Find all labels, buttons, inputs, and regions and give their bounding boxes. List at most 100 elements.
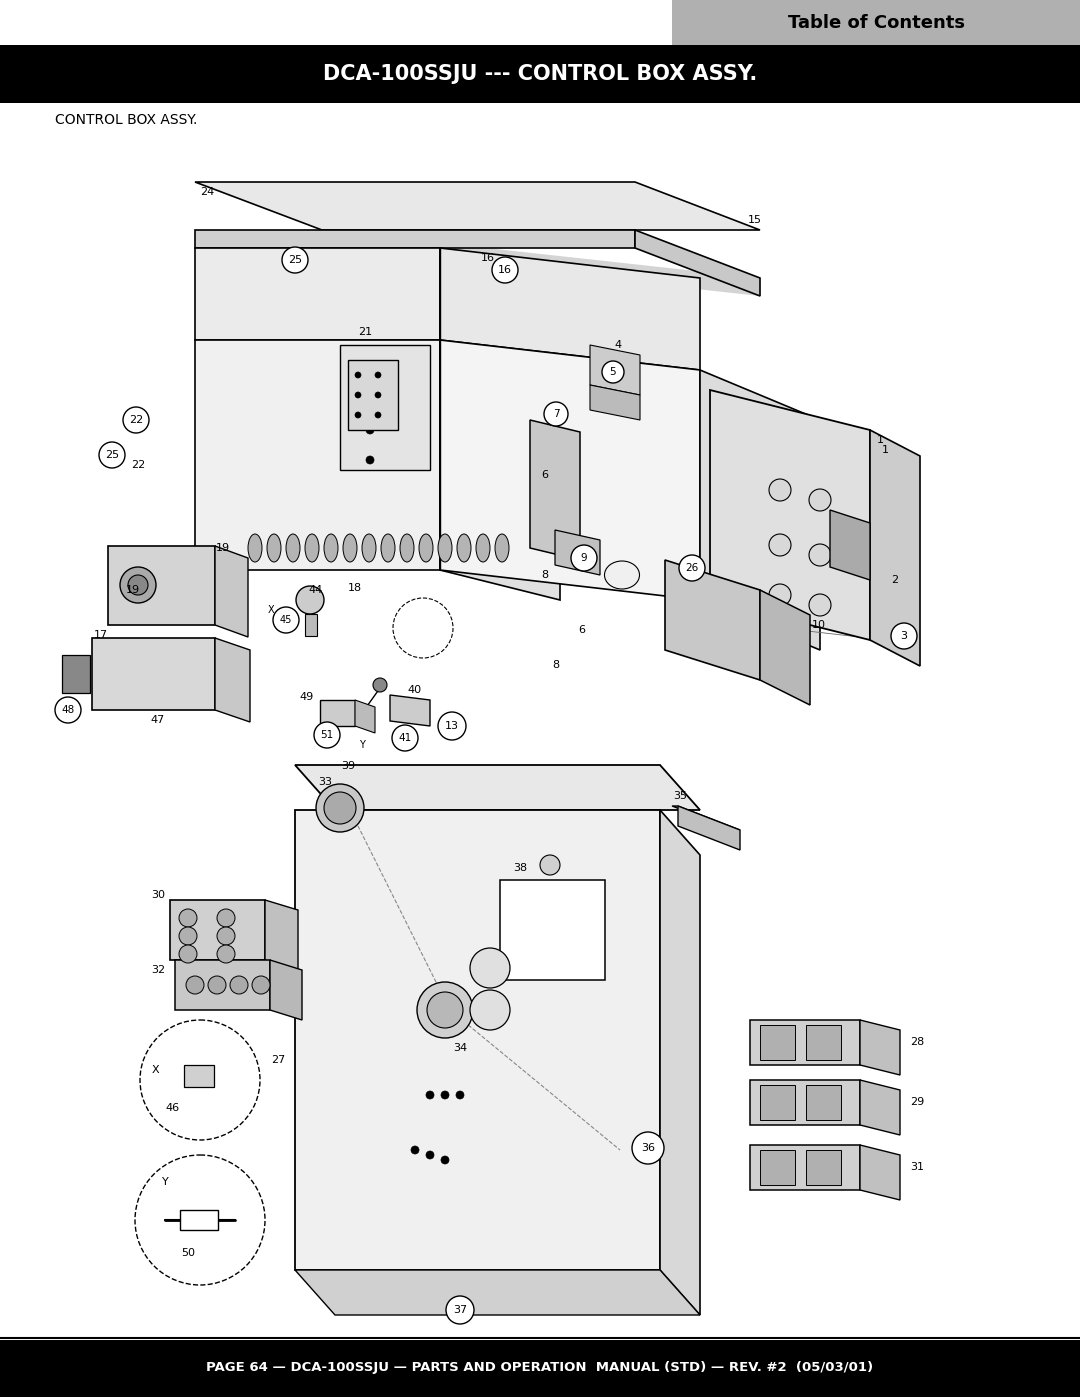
- Ellipse shape: [400, 534, 414, 562]
- Text: 38: 38: [513, 863, 527, 873]
- Circle shape: [355, 412, 361, 418]
- Ellipse shape: [248, 534, 262, 562]
- Bar: [806, 1150, 841, 1185]
- Circle shape: [426, 1151, 434, 1160]
- Polygon shape: [860, 1080, 900, 1134]
- Polygon shape: [750, 1146, 860, 1190]
- Circle shape: [417, 982, 473, 1038]
- Polygon shape: [295, 810, 660, 1270]
- Circle shape: [632, 1132, 664, 1164]
- Circle shape: [355, 393, 361, 398]
- Polygon shape: [355, 700, 375, 733]
- Text: 26: 26: [686, 563, 699, 573]
- Polygon shape: [750, 1080, 860, 1125]
- Circle shape: [544, 402, 568, 426]
- Circle shape: [55, 697, 81, 724]
- Polygon shape: [870, 430, 920, 666]
- Circle shape: [769, 479, 791, 502]
- Circle shape: [809, 543, 831, 566]
- Ellipse shape: [305, 534, 319, 562]
- Polygon shape: [295, 1270, 700, 1315]
- Text: 5: 5: [610, 367, 617, 377]
- Text: 21: 21: [357, 327, 373, 337]
- Circle shape: [427, 992, 463, 1028]
- Text: 2: 2: [891, 576, 899, 585]
- Polygon shape: [215, 546, 248, 637]
- Circle shape: [470, 990, 510, 1030]
- Circle shape: [809, 594, 831, 616]
- Text: 29: 29: [910, 1097, 924, 1106]
- Polygon shape: [555, 529, 600, 576]
- Circle shape: [217, 928, 235, 944]
- Circle shape: [217, 944, 235, 963]
- Circle shape: [273, 608, 299, 633]
- Text: 30: 30: [151, 890, 165, 900]
- Text: 4: 4: [615, 339, 622, 351]
- Bar: [806, 1025, 841, 1060]
- Ellipse shape: [324, 534, 338, 562]
- Polygon shape: [660, 810, 700, 1315]
- Polygon shape: [195, 339, 440, 570]
- Circle shape: [375, 393, 381, 398]
- Circle shape: [99, 441, 125, 468]
- Circle shape: [252, 977, 270, 995]
- Text: 25: 25: [288, 256, 302, 265]
- Circle shape: [470, 949, 510, 988]
- Circle shape: [179, 928, 197, 944]
- Circle shape: [492, 257, 518, 284]
- Text: 32: 32: [151, 965, 165, 975]
- Text: 47: 47: [151, 715, 165, 725]
- Text: 1: 1: [877, 434, 883, 446]
- Circle shape: [230, 977, 248, 995]
- Text: X: X: [268, 605, 274, 615]
- Text: 28: 28: [910, 1037, 924, 1046]
- Text: 25: 25: [105, 450, 119, 460]
- Text: 50: 50: [181, 1248, 195, 1259]
- Circle shape: [179, 944, 197, 963]
- Polygon shape: [590, 386, 640, 420]
- Ellipse shape: [495, 534, 509, 562]
- Polygon shape: [265, 900, 298, 970]
- Bar: [62, 655, 90, 693]
- Polygon shape: [700, 370, 820, 650]
- Circle shape: [366, 426, 374, 434]
- Polygon shape: [440, 249, 700, 370]
- Circle shape: [679, 555, 705, 581]
- Ellipse shape: [267, 534, 281, 562]
- Bar: [500, 880, 605, 981]
- Bar: [184, 1065, 214, 1087]
- Circle shape: [446, 1296, 474, 1324]
- Text: 6: 6: [541, 469, 549, 481]
- Ellipse shape: [286, 534, 300, 562]
- Circle shape: [426, 1091, 434, 1099]
- Circle shape: [769, 584, 791, 606]
- Text: Table of Contents: Table of Contents: [787, 14, 964, 32]
- Polygon shape: [440, 249, 561, 370]
- Text: 22: 22: [129, 415, 144, 425]
- Polygon shape: [175, 960, 270, 1010]
- Circle shape: [179, 909, 197, 928]
- Polygon shape: [320, 700, 355, 726]
- Ellipse shape: [381, 534, 395, 562]
- Text: 17: 17: [94, 630, 108, 640]
- Polygon shape: [590, 345, 640, 395]
- Polygon shape: [390, 694, 430, 726]
- Circle shape: [375, 412, 381, 418]
- Bar: [672, 0, 1080, 45]
- Text: 16: 16: [498, 265, 512, 275]
- Polygon shape: [672, 806, 740, 830]
- Text: DCA-100SSJU --- CONTROL BOX ASSY.: DCA-100SSJU --- CONTROL BOX ASSY.: [323, 64, 757, 84]
- Circle shape: [540, 855, 561, 875]
- Bar: [760, 1025, 795, 1060]
- Polygon shape: [340, 345, 430, 469]
- Polygon shape: [195, 182, 760, 231]
- Polygon shape: [860, 1020, 900, 1076]
- Polygon shape: [665, 560, 760, 680]
- Circle shape: [123, 407, 149, 433]
- Text: 48: 48: [62, 705, 75, 715]
- Ellipse shape: [362, 534, 376, 562]
- Polygon shape: [108, 546, 215, 624]
- Polygon shape: [170, 900, 265, 960]
- Text: 40: 40: [407, 685, 421, 694]
- Circle shape: [373, 678, 387, 692]
